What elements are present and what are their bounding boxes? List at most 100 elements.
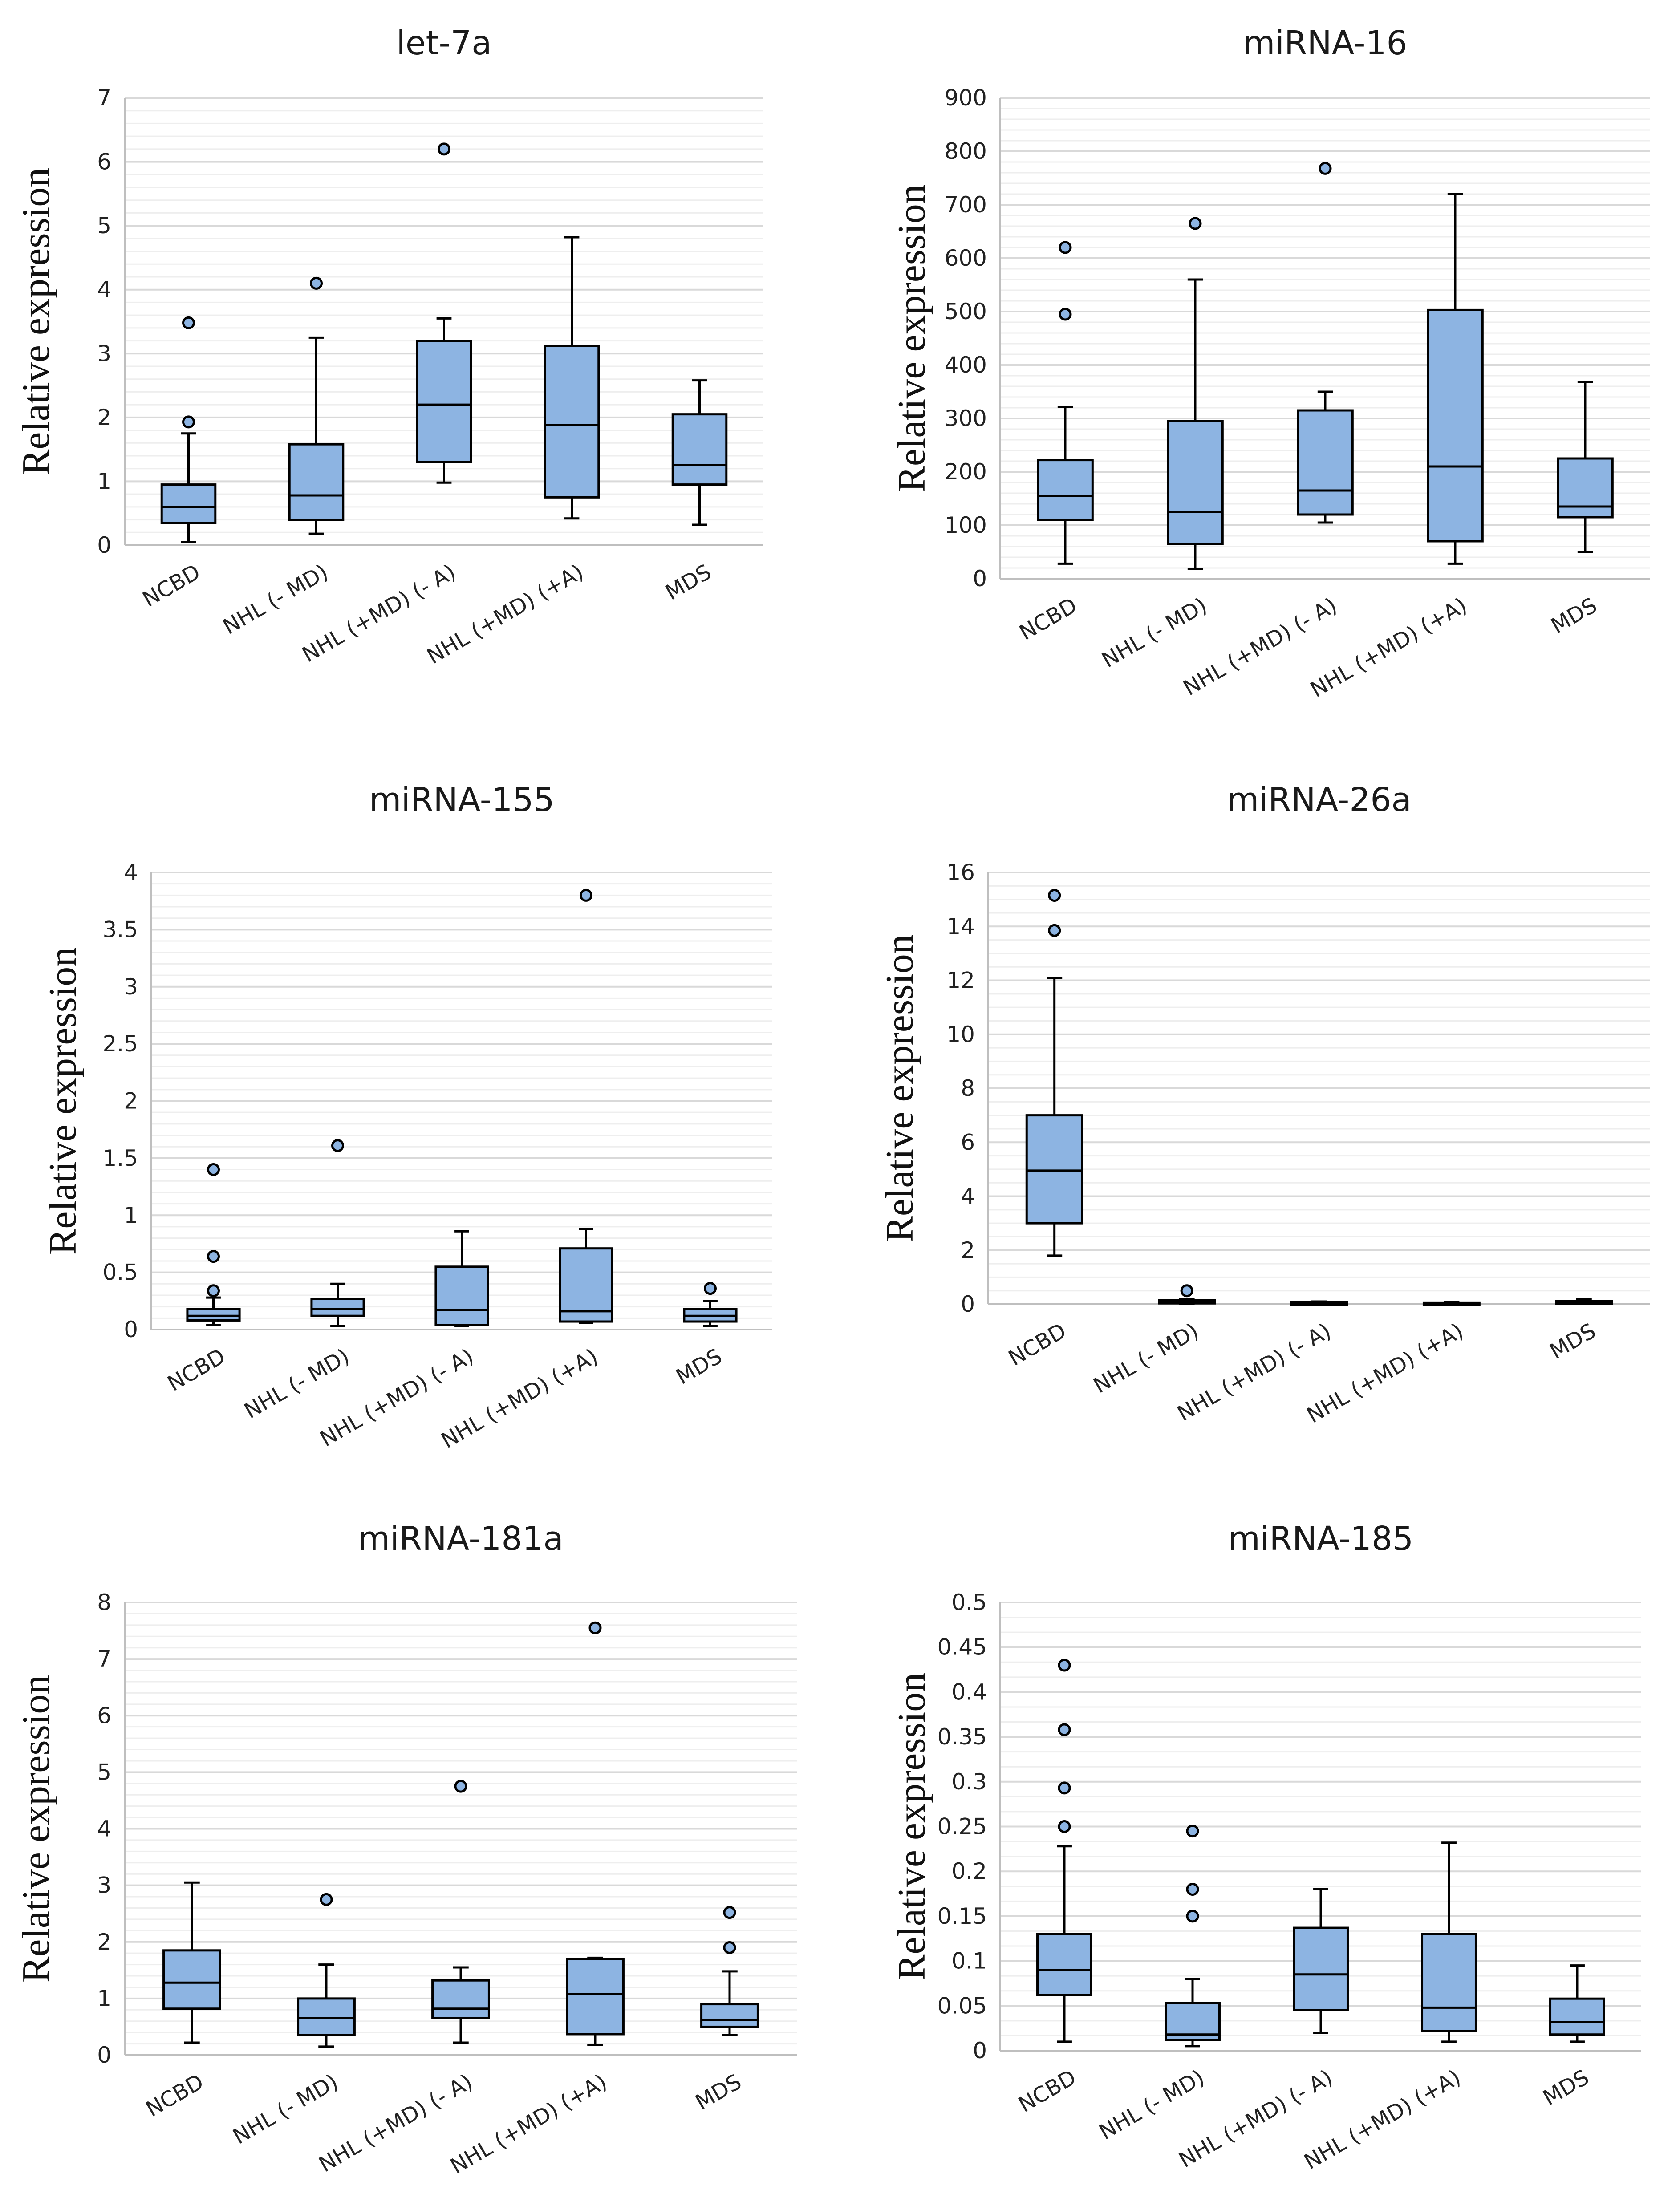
chart-svg: 0 100 200 300 400 500 600 700 800 900 miRNA-16 Rela…	[890, 24, 1650, 702]
y-tick-label: 300	[945, 406, 987, 431]
x-category-label: NCBD	[163, 1344, 230, 1396]
outlier-point	[1058, 1781, 1071, 1795]
box-group	[1557, 381, 1614, 553]
y-tick-label: 6	[97, 1703, 111, 1728]
y-tick-label: 4	[97, 277, 111, 303]
y-tick-label: 400	[945, 352, 987, 378]
outlier-point	[580, 888, 592, 902]
iqr-box	[1025, 1114, 1083, 1225]
chart-mirna-155: 0 0.5 1 1.5 2 2.5 3 3.5 4 miRNA-155 Relative expre…	[0, 757, 840, 1493]
outlier-point	[723, 1906, 736, 1919]
y-tick-label: 14	[946, 913, 975, 939]
box-group	[431, 1780, 490, 2044]
y-tick-label: 0.45	[937, 1634, 987, 1660]
iqr-box	[297, 1997, 356, 2037]
y-tick-label: 0	[97, 532, 111, 558]
iqr-box	[431, 1979, 490, 2019]
iqr-box	[416, 340, 472, 463]
box-group	[671, 379, 728, 526]
box-group	[559, 888, 613, 1324]
box-group	[1036, 1659, 1092, 2043]
outlier-point	[1186, 1882, 1199, 1896]
y-tick-label: 2.5	[102, 1031, 138, 1057]
chart-title: miRNA-16	[1243, 24, 1407, 62]
box-group	[1427, 193, 1484, 565]
y-tick-label: 0.3	[951, 1769, 987, 1795]
box-group	[566, 1621, 625, 2046]
outlier-point	[1186, 1910, 1199, 1923]
y-tick-label: 8	[961, 1075, 975, 1101]
iqr-box	[1293, 1926, 1349, 2011]
outlier-point	[1189, 217, 1202, 230]
y-tick-label: 10	[946, 1022, 975, 1047]
outlier-point	[207, 1163, 220, 1176]
y-tick-label: 800	[945, 138, 987, 164]
y-tick-label: 4	[961, 1184, 975, 1209]
iqr-box	[434, 1265, 489, 1326]
outlier-point	[1186, 1825, 1199, 1838]
box-group	[416, 142, 472, 484]
outlier-point	[1059, 241, 1072, 254]
chart-title: miRNA-155	[369, 781, 554, 819]
y-axis-label: Relative expression	[878, 934, 921, 1242]
y-tick-label: 0	[961, 1291, 975, 1317]
y-tick-label: 6	[97, 149, 111, 175]
x-category-label: NHL (- MD)	[1095, 2065, 1209, 2145]
y-tick-label: 0.4	[951, 1679, 987, 1705]
box-group	[1165, 1825, 1221, 2048]
y-tick-label: 1	[97, 468, 111, 494]
iqr-box	[1427, 308, 1484, 543]
y-tick-label: 0	[973, 566, 987, 592]
box-group	[310, 1139, 365, 1327]
y-tick-label: 12	[946, 968, 975, 993]
box-group	[297, 1893, 356, 2048]
y-tick-label: 500	[945, 299, 987, 324]
chart-svg: 0 2 4 6 8 10 12 14 16 miRNA-26a Relative expressio…	[878, 781, 1650, 1428]
y-tick-label: 0.2	[951, 1858, 987, 1884]
y-tick-label: 0	[973, 2038, 987, 2064]
outlier-point	[454, 1780, 467, 1793]
iqr-box	[288, 443, 345, 521]
box-group	[186, 1163, 241, 1326]
y-tick-label: 5	[97, 213, 111, 239]
chart-svg: 0 1 2 3 4 5 6 7 let-7a Relative expression NCBD NHL…	[15, 24, 763, 669]
box-group	[434, 1230, 489, 1327]
x-category-label: MDS	[1546, 1318, 1600, 1364]
iqr-box	[700, 2003, 759, 2028]
box-group	[1167, 217, 1224, 570]
y-tick-label: 2	[961, 1237, 975, 1263]
x-category-label: NHL (- MD)	[229, 2069, 342, 2149]
box-group	[1421, 1841, 1477, 2043]
x-category-label: NHL (- MD)	[1098, 593, 1211, 673]
outlier-point	[1319, 162, 1332, 175]
x-category-label: MDS	[661, 560, 715, 605]
iqr-box	[162, 1949, 221, 2010]
outlier-point	[1058, 1723, 1071, 1736]
y-tick-label: 2	[124, 1088, 138, 1114]
y-tick-label: 2	[97, 405, 111, 430]
y-tick-label: 0.25	[937, 1814, 987, 1840]
outlier-point	[1048, 889, 1061, 902]
outlier-point	[1048, 924, 1061, 937]
iqr-box	[559, 1247, 613, 1323]
outlier-point	[1058, 1659, 1071, 1672]
y-axis-label: Relative expression	[15, 168, 58, 476]
chart-title: miRNA-185	[1228, 1520, 1413, 1558]
chart-mirna-16: 0 100 200 300 400 500 600 700 800 900 miRNA-16 Rela…	[840, 0, 1680, 737]
y-tick-label: 900	[945, 85, 987, 111]
y-tick-label: 7	[97, 1646, 111, 1672]
box-group	[1158, 1284, 1216, 1305]
chart-mirna-26a: 0 2 4 6 8 10 12 14 16 miRNA-26a Relative expressio…	[840, 757, 1680, 1493]
y-axis-label: Relative expression	[890, 1673, 933, 1981]
x-category-label: MDS	[691, 2069, 746, 2115]
y-tick-label: 6	[961, 1129, 975, 1155]
x-category-label: NCBD	[1004, 1318, 1071, 1371]
y-tick-label: 4	[124, 860, 138, 885]
y-tick-label: 700	[945, 192, 987, 218]
outlier-point	[331, 1139, 344, 1152]
y-tick-label: 3	[124, 974, 138, 1000]
y-tick-label: 0.35	[937, 1724, 987, 1750]
x-category-label: NCBD	[138, 560, 205, 612]
x-category-label: NHL (- MD)	[1089, 1318, 1203, 1399]
x-category-label: NCBD	[1014, 2065, 1080, 2117]
